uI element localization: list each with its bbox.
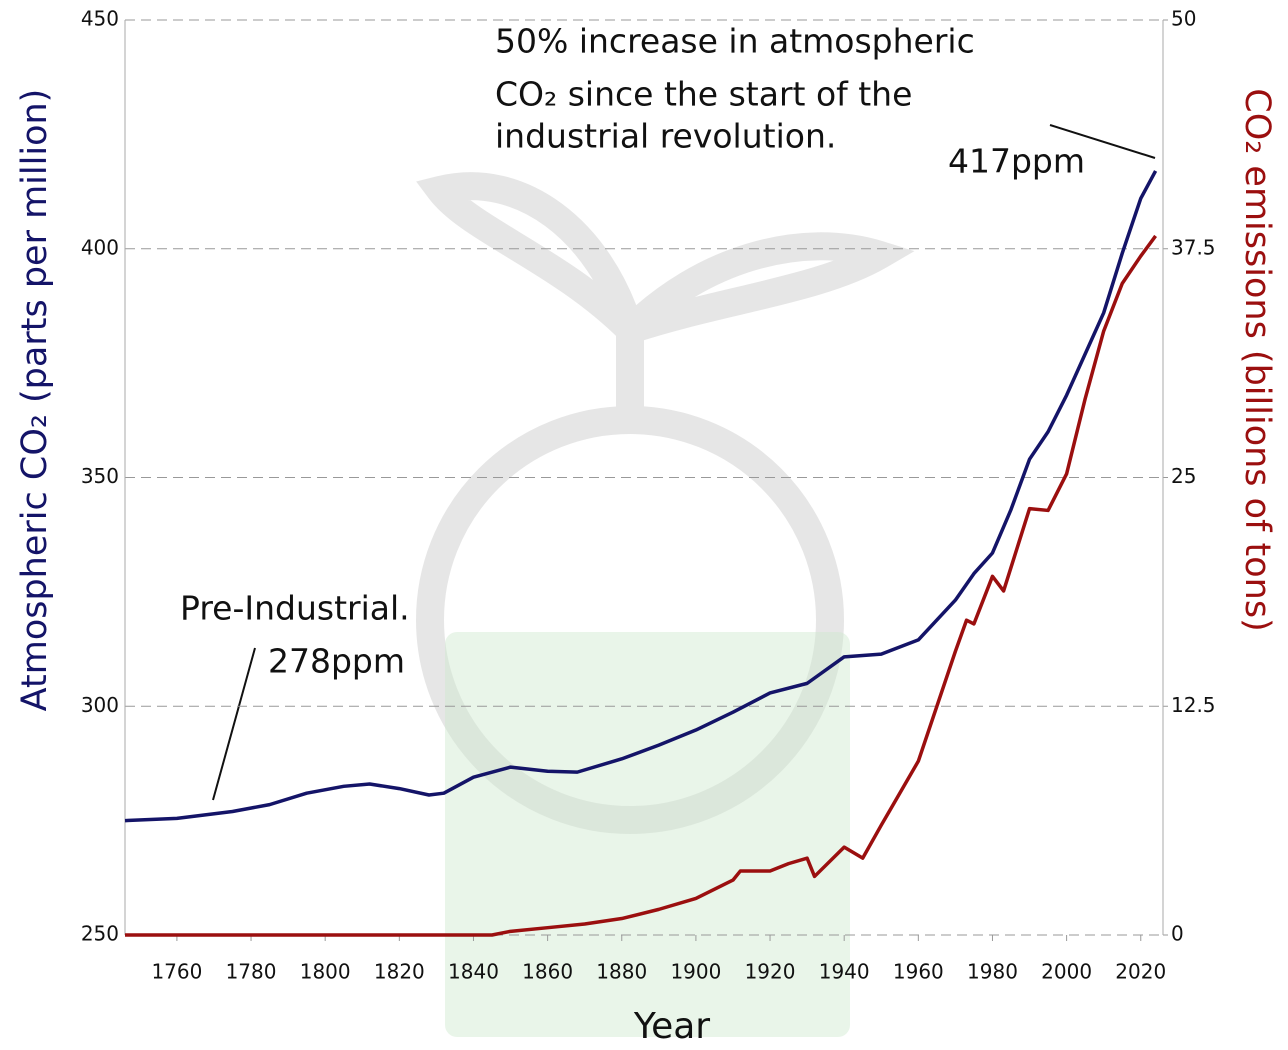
- y2-tick-label: 50: [1171, 7, 1196, 31]
- leader-line: [212, 647, 256, 801]
- x-tick-label: 2020: [1115, 960, 1166, 984]
- series-line: [124, 170, 1158, 823]
- x-tick-label: 1760: [151, 960, 202, 984]
- x-tick-label: 1860: [522, 960, 573, 984]
- y-tick-label: 350: [81, 464, 119, 488]
- annotation: industrial revolution.: [495, 117, 836, 156]
- y2-tick-label: 37.5: [1171, 235, 1216, 259]
- watermark-box: [445, 632, 850, 1037]
- x-axis-label: Year: [633, 1006, 710, 1047]
- annotation: Pre-Industrial.: [180, 589, 410, 628]
- annotation: CO₂ since the start of the: [495, 75, 912, 114]
- y-tick-label: 450: [81, 7, 119, 31]
- y2-tick-label: 12.5: [1171, 693, 1216, 717]
- y-tick-label: 400: [81, 235, 119, 259]
- annotation: 278ppm: [268, 642, 405, 681]
- x-tick-label: 1820: [374, 960, 425, 984]
- y-axis-label: Atmospheric CO₂ (parts per million): [15, 89, 55, 712]
- y2-tick-label: 25: [1171, 464, 1196, 488]
- y-tick-label: 250: [81, 922, 119, 946]
- x-tick-label: 1840: [448, 960, 499, 984]
- y-tick-label: 300: [81, 693, 119, 717]
- annotation: 417ppm: [948, 142, 1085, 181]
- y2-tick-label: 0: [1171, 922, 1184, 946]
- x-tick-label: 1980: [967, 960, 1018, 984]
- x-tick-label: 1900: [670, 960, 721, 984]
- x-tick-label: 1940: [819, 960, 870, 984]
- x-tick-label: 1960: [893, 960, 944, 984]
- x-tick-label: 2000: [1041, 960, 1092, 984]
- y2-axis-label: CO₂ emissions (billions of tons): [1237, 88, 1277, 631]
- annotation: 50% increase in atmospheric: [495, 22, 975, 61]
- x-tick-label: 1800: [300, 960, 351, 984]
- watermark: [416, 172, 915, 834]
- x-tick-label: 1780: [226, 960, 277, 984]
- series-line: [125, 234, 1157, 937]
- leader-line: [1049, 124, 1156, 159]
- x-tick-label: 1920: [745, 960, 796, 984]
- x-tick-label: 1880: [596, 960, 647, 984]
